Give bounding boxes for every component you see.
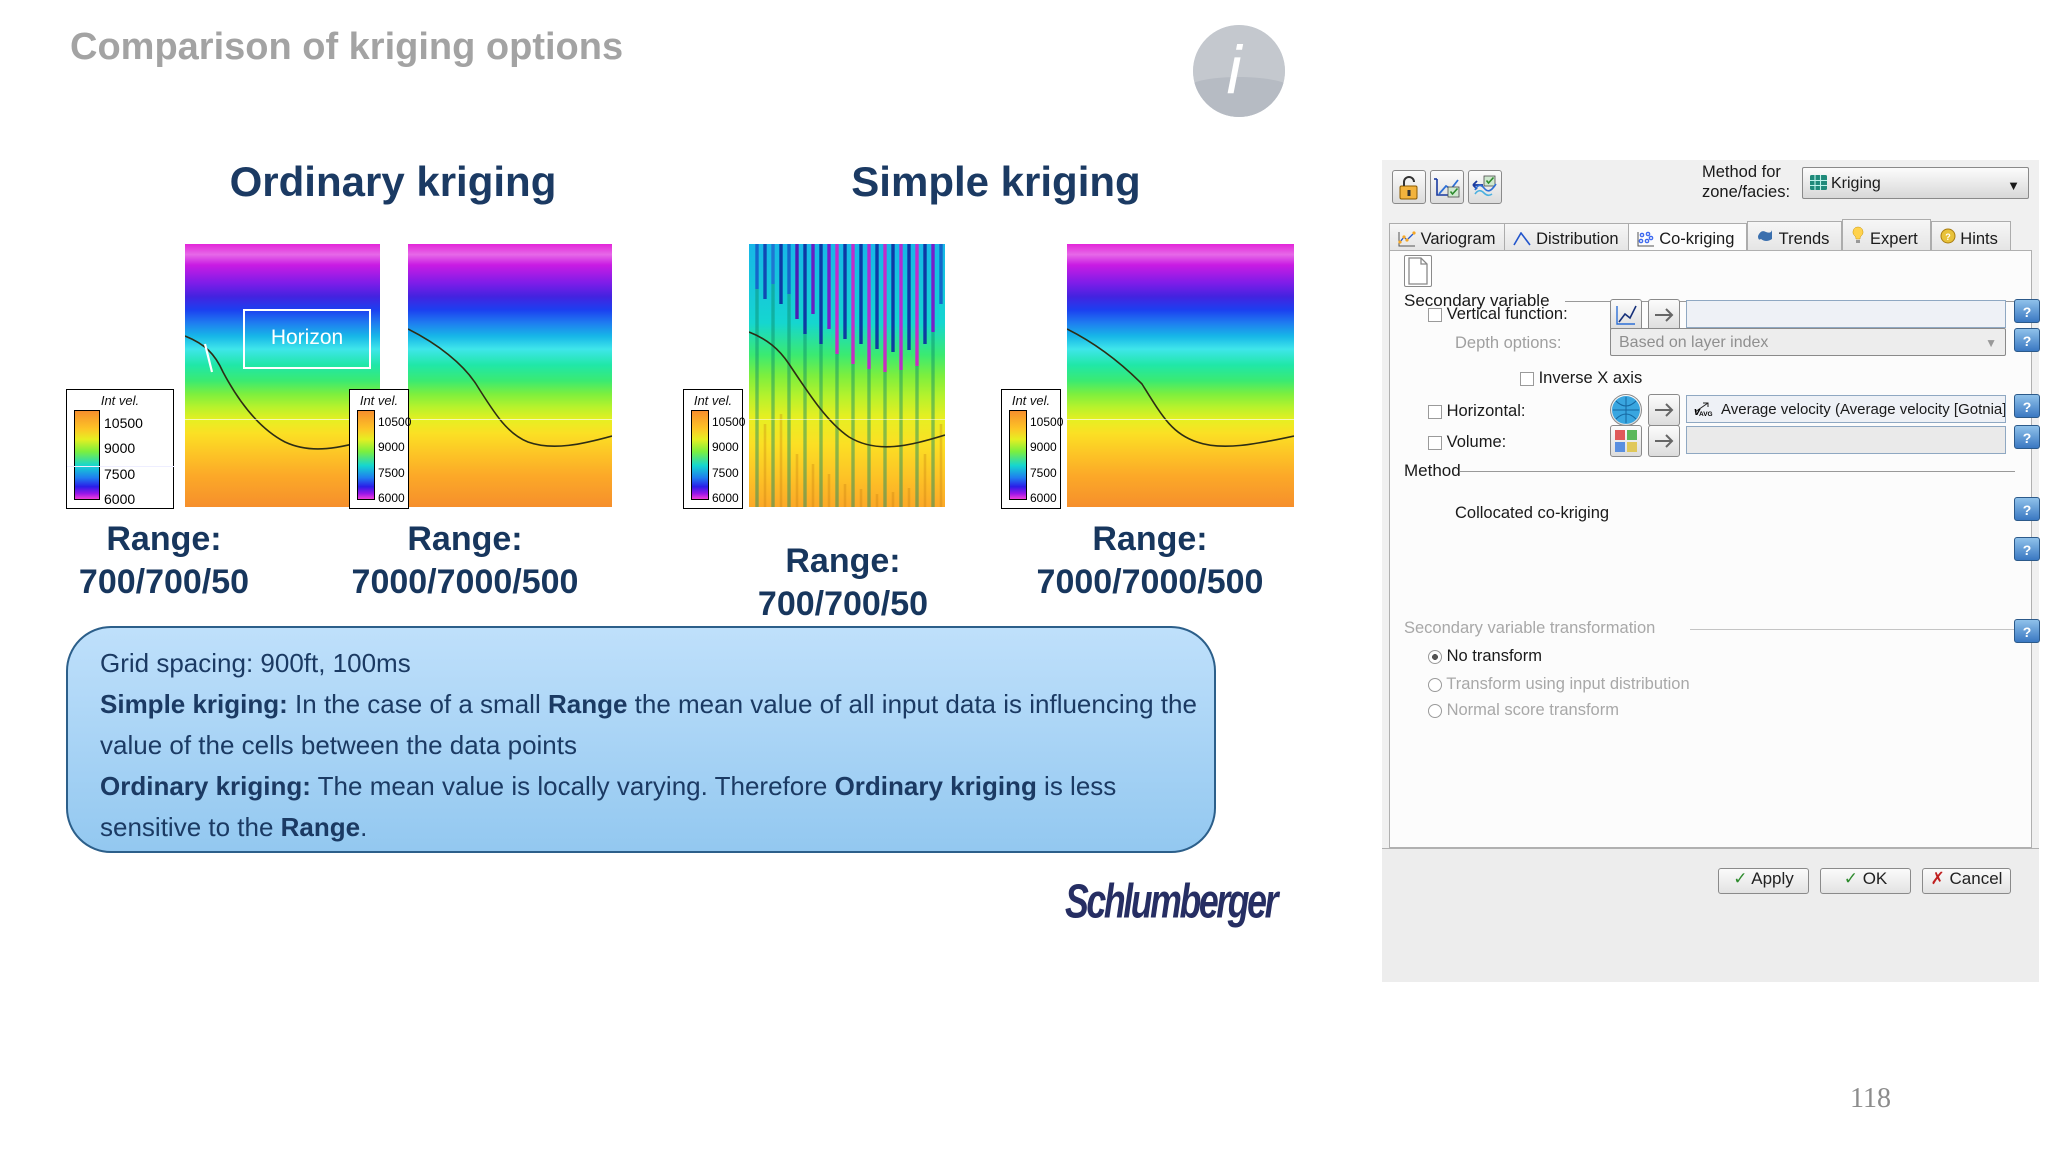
svg-text:i: i — [1226, 32, 1243, 108]
svg-text:AVG: AVG — [1699, 411, 1713, 417]
svg-text:?: ? — [1945, 232, 1951, 242]
